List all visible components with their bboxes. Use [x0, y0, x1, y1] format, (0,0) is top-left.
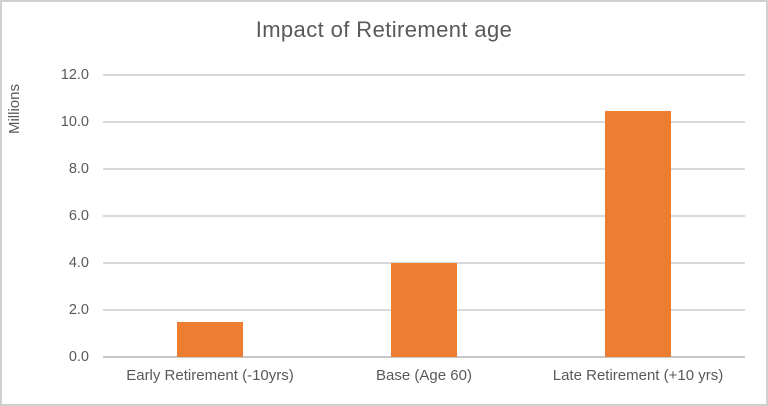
y-axis-title: Millions — [6, 84, 23, 135]
x-axis-line — [103, 356, 745, 358]
y-tick-label: 2.0 — [68, 302, 89, 318]
y-tick-label: 8.0 — [68, 161, 89, 177]
gridline — [103, 215, 745, 217]
x-category-label: Late Retirement (+10 yrs) — [552, 367, 724, 384]
bar — [605, 111, 671, 357]
chart-title: Impact of Retirement age — [255, 17, 513, 42]
bar — [391, 263, 457, 357]
y-tick-label: 12.0 — [60, 67, 89, 83]
y-tick-label: 10.0 — [60, 114, 89, 130]
gridline — [103, 74, 745, 76]
gridline — [103, 121, 745, 123]
bar — [177, 321, 243, 357]
gridline — [103, 168, 745, 170]
x-category-label: Base (Age 60) — [376, 367, 472, 384]
x-category-label: Early Retirement (-10yrs) — [126, 367, 294, 384]
y-tick-label: 0.0 — [68, 349, 89, 365]
y-tick-label: 4.0 — [68, 255, 89, 271]
y-tick-label: 6.0 — [68, 208, 89, 224]
